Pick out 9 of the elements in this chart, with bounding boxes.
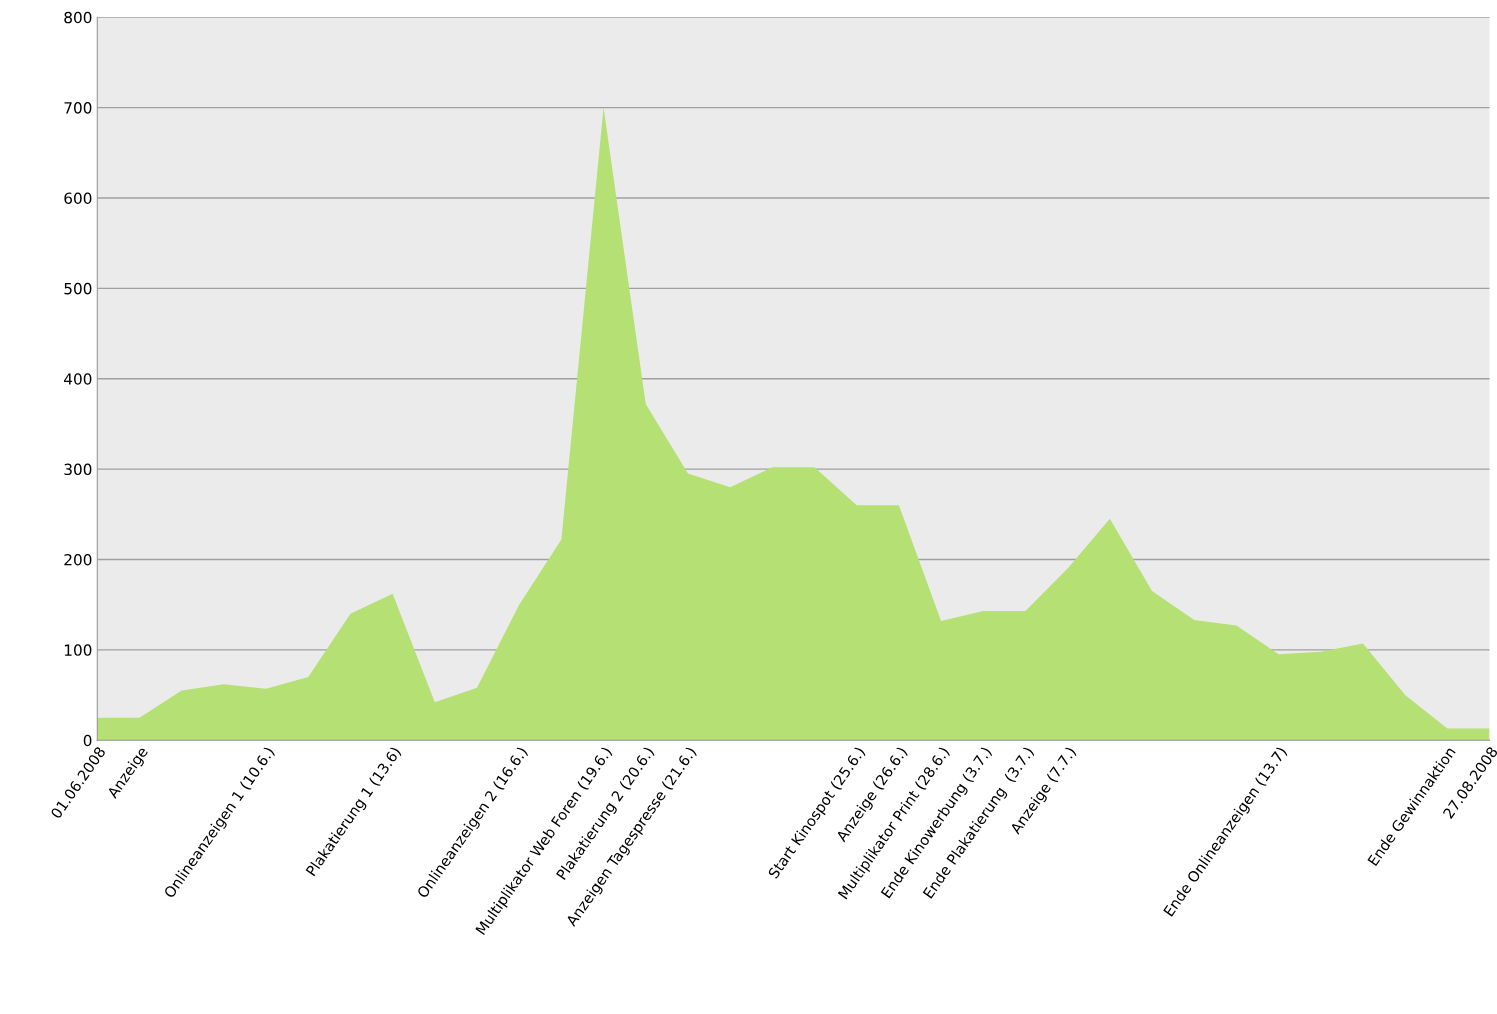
y-tick-label: 200 <box>64 553 92 566</box>
y-tick-label: 400 <box>64 373 92 385</box>
y-tick-label: 300 <box>64 463 92 476</box>
y-tick-label: 600 <box>64 192 92 205</box>
y-tick-label: 0 <box>83 734 92 747</box>
y-tick-label: 100 <box>64 644 92 656</box>
y-tick-label: 800 <box>64 11 92 24</box>
y-tick-label: 700 <box>64 102 92 114</box>
y-tick-label: 500 <box>64 282 92 295</box>
